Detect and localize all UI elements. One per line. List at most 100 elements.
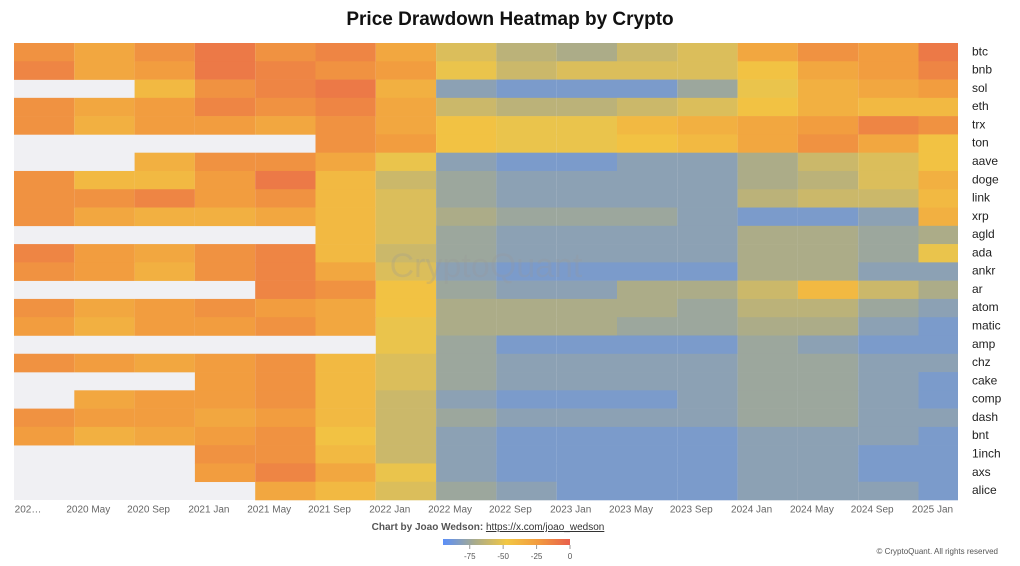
heatmap-cell <box>436 189 497 208</box>
heatmap-cell <box>315 390 376 409</box>
credit-link[interactable]: https://x.com/joao_wedson <box>486 522 604 533</box>
row-label: ankr <box>972 264 995 278</box>
heatmap-cell <box>677 463 738 483</box>
heatmap-cell <box>194 97 256 117</box>
heatmap-cell <box>375 426 437 446</box>
heatmap-cell <box>918 408 958 428</box>
heatmap-cell <box>797 408 859 428</box>
heatmap-cell <box>737 152 798 172</box>
heatmap-cell <box>556 152 617 172</box>
heatmap-cell <box>677 426 738 446</box>
heatmap-cell <box>194 61 256 80</box>
heatmap-cell <box>496 170 557 190</box>
row-label: 1inch <box>972 446 1001 460</box>
heatmap-cell <box>375 244 437 263</box>
heatmap-cell <box>134 79 195 99</box>
heatmap-cell <box>14 61 75 80</box>
heatmap-cell <box>14 189 75 208</box>
x-tick-label: 2021 Sep <box>308 505 351 516</box>
heatmap-cell <box>255 481 316 501</box>
heatmap-cell <box>918 298 958 318</box>
x-tick-label: 2023 May <box>609 505 653 516</box>
heatmap-cell <box>556 116 617 135</box>
heatmap-cell <box>496 262 557 281</box>
heatmap-cell <box>436 481 497 501</box>
heatmap-cell <box>617 426 678 446</box>
x-tick-label: 2021 May <box>247 505 291 516</box>
heatmap-cell <box>134 43 195 62</box>
heatmap-cell <box>194 189 256 208</box>
heatmap-cell <box>737 390 798 409</box>
heatmap-cell <box>14 97 75 117</box>
heatmap-cell <box>617 152 678 172</box>
row-label: ar <box>972 282 983 296</box>
heatmap-cell <box>677 280 738 300</box>
heatmap-cell <box>496 280 557 300</box>
heatmap-cell <box>556 189 617 208</box>
heatmap-cell <box>315 317 376 336</box>
heatmap-cell <box>255 463 316 483</box>
heatmap-cell <box>617 262 678 281</box>
heatmap-cell <box>255 207 316 227</box>
heatmap-cell <box>737 372 798 391</box>
heatmap-cell <box>556 317 617 336</box>
heatmap-cell <box>375 43 437 62</box>
heatmap-cell <box>617 170 678 190</box>
heatmap-cell <box>918 207 958 227</box>
heatmap-cell <box>617 280 678 300</box>
colorbar-tick-label: -25 <box>531 552 543 561</box>
heatmap-cell <box>194 207 256 227</box>
heatmap-cell <box>436 43 497 62</box>
heatmap-cell <box>617 207 678 227</box>
heatmap-cell <box>496 390 557 409</box>
heatmap-cell <box>496 79 557 99</box>
heatmap-cell <box>436 134 497 153</box>
heatmap-cell <box>375 298 437 318</box>
heatmap-cell <box>436 170 497 190</box>
heatmap-cell <box>797 189 859 208</box>
heatmap-cell <box>436 97 497 117</box>
heatmap-cell <box>315 481 376 501</box>
heatmap-cell <box>255 61 316 80</box>
heatmap-cell <box>315 408 376 428</box>
heatmap-cell <box>496 463 557 483</box>
heatmap-cell <box>74 426 135 446</box>
heatmap-cell <box>496 207 557 227</box>
heatmap-cell <box>375 481 437 501</box>
heatmap-cell <box>737 244 798 263</box>
heatmap-cell <box>617 481 678 501</box>
x-tick-label: 2022 Sep <box>489 505 532 516</box>
heatmap-cell <box>737 61 798 80</box>
heatmap-cell <box>797 280 859 300</box>
heatmap-cell <box>375 225 437 245</box>
row-label: comp <box>972 392 1002 406</box>
heatmap-cell <box>858 207 919 227</box>
heatmap-cell <box>617 97 678 117</box>
heatmap-cell <box>375 280 437 300</box>
heatmap-cell <box>677 61 738 80</box>
credit-text: Chart by Joao Wedson: <box>372 522 484 533</box>
heatmap-cell <box>737 43 798 62</box>
heatmap-cell <box>797 335 859 355</box>
heatmap-cell <box>737 97 798 117</box>
heatmap-cell <box>556 134 617 153</box>
heatmap-cell <box>677 481 738 501</box>
heatmap-cell <box>74 298 135 318</box>
heatmap-cell <box>375 317 437 336</box>
heatmap-cell <box>436 244 497 263</box>
heatmap-cell <box>918 262 958 281</box>
heatmap-cell <box>375 353 437 373</box>
heatmap-cell <box>375 79 437 99</box>
heatmap-cell <box>255 116 316 135</box>
heatmap-cell <box>858 61 919 80</box>
heatmap-cell <box>556 43 617 62</box>
heatmap-cell <box>737 408 798 428</box>
heatmap-cell <box>918 43 958 62</box>
heatmap-cell <box>375 189 437 208</box>
heatmap-cell <box>858 116 919 135</box>
row-label: ton <box>972 136 989 150</box>
heatmap-cell <box>858 335 919 355</box>
heatmap-cell <box>556 61 617 80</box>
heatmap-cell <box>436 298 497 318</box>
heatmap-cell <box>797 116 859 135</box>
